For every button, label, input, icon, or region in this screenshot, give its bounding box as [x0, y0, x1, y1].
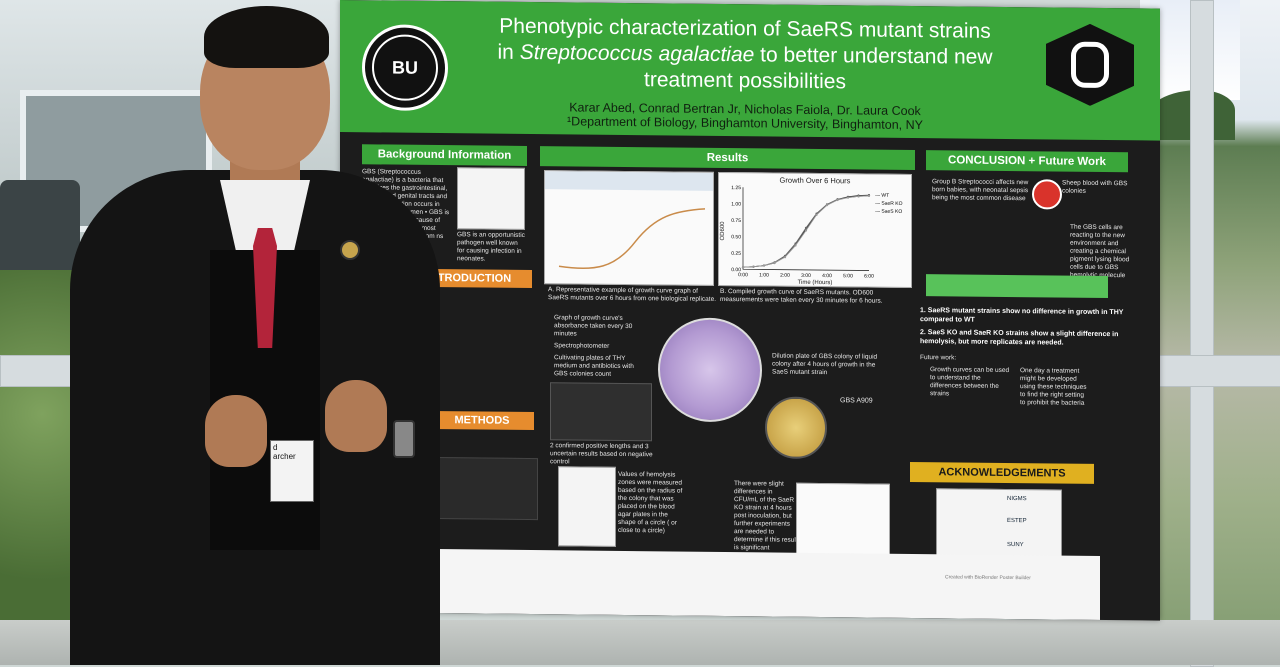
agar-plate-image: [765, 396, 827, 460]
growth-legend-entry: — SaeR KO: [875, 201, 903, 207]
gel-electrophoresis-image: [550, 382, 652, 442]
left-thumbs-up-hand: [205, 395, 267, 467]
growth-chart-axes: [742, 187, 869, 271]
growth-data-point: [804, 226, 808, 229]
future-work-left: Growth curves can be used to understand …: [930, 366, 1010, 398]
growth-data-point: [773, 261, 776, 265]
growth-legend-entry: — WT: [875, 193, 889, 199]
growth-data-point: [857, 195, 860, 198]
poster-title-line2-pre: in: [497, 40, 520, 64]
growth-data-point: [867, 194, 871, 197]
background-diagram: [457, 167, 525, 230]
growth-data-point: [783, 256, 787, 259]
growth-chart-ytick: 0.75: [731, 218, 741, 224]
molecule-diagram-bar: [926, 274, 1108, 299]
badge-line-2: archer: [273, 452, 296, 461]
growth-chart-ytick: 0.25: [731, 251, 741, 257]
presenter-person: d archer: [70, 0, 440, 665]
research-poster: BU Phenotypic characterization of SaeRS …: [340, 0, 1160, 621]
growth-chart-xtick: 4:00: [822, 273, 832, 279]
growth-chart-xtick: 5:00: [843, 273, 853, 279]
method-bullet-3: Cultivating plates of THY medium and ant…: [554, 354, 634, 378]
poster-title-line3: treatment possibilities: [644, 68, 846, 94]
sheep-blood-plate-icon: [1032, 179, 1062, 210]
growth-over-6-hours-chart: Growth Over 6 Hours Time (Hours) OD600 0…: [718, 171, 912, 288]
finding-1: 1. SaeRS mutant strains show no differen…: [920, 307, 1124, 324]
raw-growth-line: [558, 208, 706, 270]
growth-chart-svg: Growth Over 6 Hours Time (Hours) OD600 0…: [720, 176, 903, 287]
cfu-difference-text: There were slight differences in CFU/mL …: [734, 480, 798, 552]
growth-chart-xtick: 6:00: [864, 273, 874, 279]
growth-data-point: [741, 266, 745, 269]
growth-caption-b: B. Compiled growth curve of SaeRS mutant…: [720, 287, 883, 305]
future-work-label: Future work:: [920, 354, 957, 362]
gbs-cells-text: The GBS cells are reacting to the new en…: [1070, 223, 1130, 280]
raw-chart-data-table: [545, 171, 713, 191]
method-bullet-2: Spectrophotometer: [554, 342, 610, 350]
poster-title: Phenotypic characterization of SaeRS mut…: [460, 13, 1030, 97]
lapel-pin: [340, 240, 360, 260]
name-badge: d archer: [270, 440, 314, 502]
growth-chart-xtick: 1:00: [759, 272, 769, 278]
ack-logo-suny: SUNY: [1007, 541, 1024, 549]
cfu-chart: [796, 482, 890, 560]
conclusion-header: CONCLUSION + Future Work: [926, 150, 1128, 173]
growth-chart-xlabel: Time (Hours): [798, 280, 833, 286]
dilution-plate-text: Dilution plate of GBS colony of liquid c…: [772, 352, 878, 377]
growth-data-point: [825, 204, 829, 207]
growth-data-point: [804, 229, 808, 232]
wristwatch: [393, 420, 415, 458]
poster-title-line2-post: to better understand new: [754, 43, 993, 69]
growth-data-point: [762, 264, 766, 267]
pcr-result-text: 2 confirmed positive lengths and 3 uncer…: [550, 442, 653, 466]
poster-footer-board: [400, 548, 1100, 620]
background-caption: GBS is an opportunistic pathogen well kn…: [457, 231, 525, 263]
growth-chart-xtick: 0:00: [738, 272, 748, 278]
poster-title-species: Streptococcus agalactiae: [519, 40, 755, 67]
hair: [204, 6, 329, 68]
footer-credit: Created with BioRender Poster Builder: [945, 574, 1031, 582]
methods-header: METHODS: [430, 410, 534, 431]
growth-chart-ylabel: OD600: [720, 221, 726, 241]
badge-line-1: d: [273, 443, 278, 452]
overall-text: Group B Streptococci affects new born ba…: [932, 178, 1029, 203]
red-tie: [253, 228, 277, 348]
growth-data-point: [815, 213, 818, 216]
microscope-image: [658, 317, 762, 423]
growth-chart-title: Growth Over 6 Hours: [780, 176, 851, 186]
growth-chart-xtick: 2:00: [780, 273, 790, 279]
acknowledgements-header: ACKNOWLEDGEMENTS: [910, 461, 1094, 484]
growth-chart-ytick: 1.25: [731, 185, 741, 191]
ack-logo-nigms: NIGMS: [1007, 495, 1027, 503]
sheep-blood-text: Sheep blood with GBS colonies: [1062, 179, 1128, 195]
growth-data-point: [836, 198, 839, 202]
growth-caption-a: A. Representative example of growth curv…: [548, 286, 717, 303]
growth-curve-raw-svg: [545, 171, 713, 270]
right-thumbs-up-hand: [325, 380, 387, 452]
growth-data-point: [846, 196, 850, 199]
growth-chart-ytick: 1.00: [731, 201, 741, 207]
hemolysis-text: Values of hemolysis zones were measured …: [618, 470, 683, 535]
growth-curve-raw-chart: [544, 170, 714, 286]
ack-logo-estep: ESTEP: [1007, 517, 1027, 525]
finding-2: 2. SaeS KO and SaeR KO strains show a sl…: [920, 329, 1119, 347]
acknowledgement-logos: NIGMS ESTEP SUNY: [936, 488, 1062, 564]
hemolysis-table: [558, 466, 616, 547]
lab-logo-mark: [1071, 42, 1109, 88]
growth-legend-entry: — SaeS KO: [875, 209, 902, 215]
growth-data-point: [752, 265, 755, 268]
poster-title-line1: Phenotypic characterization of SaeRS mut…: [499, 14, 991, 43]
window-frame-post: [1190, 0, 1214, 667]
growth-chart-ytick: 0.00: [731, 267, 741, 273]
gbs-a909-label: GBS A909: [840, 397, 873, 405]
poster-authors: Karar Abed, Conrad Bertran Jr, Nicholas …: [460, 99, 1030, 133]
method-bullet-1: Graph of growth curve's absorbance taken…: [554, 314, 633, 338]
future-work-right: One day a treatment might be developed u…: [1020, 367, 1087, 407]
growth-data-point: [794, 244, 797, 247]
results-header: Results: [540, 146, 915, 171]
growth-chart-xtick: 3:00: [801, 273, 811, 279]
growth-chart-ytick: 0.50: [731, 234, 741, 240]
